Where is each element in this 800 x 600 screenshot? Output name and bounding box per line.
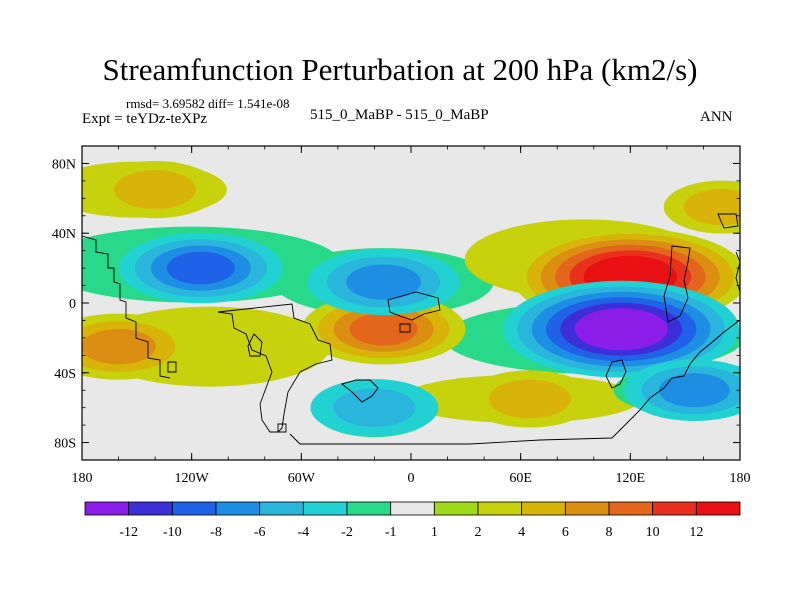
colorbar-label-10: 6 — [562, 525, 569, 540]
colorbar-box-12 — [608, 501, 654, 516]
colorbar-label-3: -6 — [254, 525, 266, 540]
positive-contour-4-1 — [114, 170, 197, 209]
colorbar-box-11 — [564, 501, 610, 516]
colorbar: -12 -10 -8 -6 -4 -2 -1 1 2 4 6 8 10 12 — [84, 501, 741, 540]
case-label: 515_0_MaBP - 515_0_MaBP — [310, 107, 489, 123]
x-tick-label-3: 0 — [408, 471, 415, 486]
colorbar-label-8: 2 — [475, 525, 482, 540]
colorbar-box-1 — [128, 501, 173, 516]
negative-contour-1-3 — [166, 251, 235, 285]
negative-contour-2-2 — [346, 264, 421, 300]
colorbar-box-3 — [215, 501, 261, 516]
colorbar-box-5 — [302, 501, 348, 516]
colorbar-label-7: 1 — [431, 525, 438, 540]
chart-title: Streamfunction Perturbation at 200 hPa (… — [102, 52, 698, 87]
positive-contour-5-1 — [683, 188, 740, 226]
y-tick-label-3: 40S — [54, 367, 76, 382]
colorbar-label-5: -2 — [341, 525, 353, 540]
negative-contour-3-2 — [658, 373, 730, 408]
positive-contour-1-3 — [349, 312, 418, 346]
colorbar-box-2 — [171, 501, 217, 516]
chart-subtitle: rmsd= 3.69582 diff= 1.541e-08 — [126, 96, 290, 111]
colorbar-label-4: -4 — [297, 525, 309, 540]
x-tick-label-4: 60E — [509, 471, 532, 486]
season-label: ANN — [700, 109, 733, 125]
colorbar-box-4 — [259, 501, 304, 516]
negative-contour-4-1 — [333, 388, 416, 427]
colorbar-label-9: 4 — [518, 525, 525, 540]
y-tick-label-0: 80N — [52, 157, 76, 172]
x-tick-label-5: 120E — [616, 471, 646, 486]
coastline — [82, 213, 740, 445]
colorbar-label-12: 10 — [646, 525, 660, 540]
colorbar-label-2: -8 — [210, 525, 222, 540]
colorbar-box-14 — [695, 501, 741, 516]
colorbar-label-13: 12 — [689, 525, 703, 540]
colorbar-label-0: -12 — [119, 525, 138, 540]
colorbar-box-10 — [521, 501, 566, 516]
x-tick-label-0: 180 — [72, 471, 93, 486]
y-tick-label-4: 80S — [54, 437, 76, 452]
colorbar-box-8 — [433, 501, 479, 516]
colorbar-box-13 — [652, 501, 697, 516]
experiment-label: Expt = teYDz-teXPz — [82, 111, 208, 127]
colorbar-box-0 — [84, 501, 130, 516]
x-tick-label-2: 60W — [288, 471, 316, 486]
x-tick-label-1: 120W — [175, 471, 210, 486]
negative-contour-0-6 — [588, 313, 654, 345]
positive-contour-2-2 — [82, 328, 156, 365]
positive-contour-3-1 — [488, 379, 571, 419]
x-tick-label-6: 180 — [730, 471, 751, 486]
y-tick-label-1: 40N — [52, 227, 76, 242]
colorbar-label-11: 8 — [606, 525, 613, 540]
colorbar-box-7 — [390, 501, 435, 516]
colorbar-box-9 — [477, 501, 523, 516]
axes: 180 120W 60W 0 60E 120E 180 80N 40N 0 40S 80S — [52, 145, 751, 486]
colorbar-label-6: -1 — [385, 525, 397, 540]
y-tick-label-2: 0 — [69, 297, 76, 312]
colorbar-box-6 — [346, 501, 392, 516]
colorbar-label-1: -10 — [163, 525, 182, 540]
